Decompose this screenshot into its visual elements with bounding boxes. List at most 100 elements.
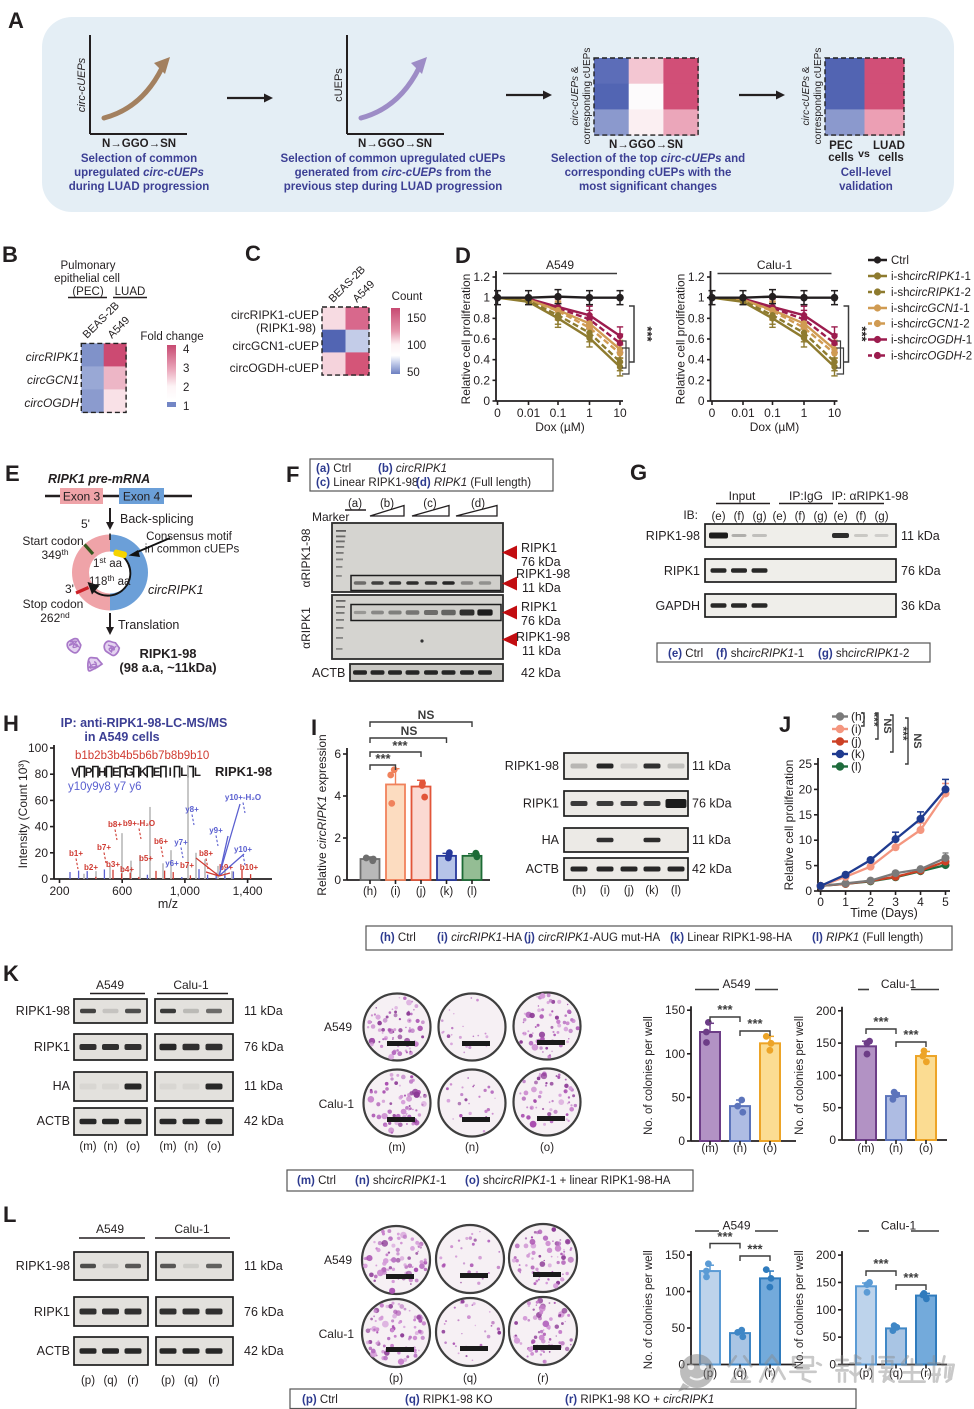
svg-text:b4+: b4+ bbox=[120, 865, 134, 874]
svg-text:b9+: b9+ bbox=[219, 863, 233, 872]
svg-text:D: D bbox=[455, 243, 471, 268]
svg-text:Relative cell proliferation: Relative cell proliferation bbox=[782, 760, 796, 891]
svg-text:40: 40 bbox=[35, 820, 49, 834]
svg-text:76 kDa: 76 kDa bbox=[692, 797, 732, 811]
svg-text:Relative cell proliferation: Relative cell proliferation bbox=[459, 274, 473, 405]
svg-text:2: 2 bbox=[334, 831, 341, 845]
svg-text:***: *** bbox=[717, 1229, 733, 1244]
svg-text:1.2: 1.2 bbox=[473, 270, 490, 284]
svg-text:(c) Linear RIPK1-98: (c) Linear RIPK1-98 bbox=[316, 477, 418, 489]
svg-text:circ-cUEPs &: circ-cUEPs & bbox=[801, 66, 812, 125]
svg-text:b8+: b8+ bbox=[199, 849, 213, 858]
svg-text:***: *** bbox=[855, 326, 870, 342]
svg-text:0.6: 0.6 bbox=[688, 332, 705, 346]
svg-text:(b) circRIPK1: (b) circRIPK1 bbox=[378, 463, 447, 475]
svg-text:y7+: y7+ bbox=[174, 838, 188, 847]
svg-text:i-shcircOGDH-1: i-shcircOGDH-1 bbox=[891, 335, 972, 347]
svg-text:(e): (e) bbox=[772, 511, 786, 523]
svg-text:150: 150 bbox=[816, 1275, 836, 1289]
svg-text:RIPK1-98: RIPK1-98 bbox=[516, 630, 570, 644]
svg-text:***: *** bbox=[747, 1016, 763, 1031]
svg-text:76 kDa: 76 kDa bbox=[521, 614, 561, 628]
svg-text:b3+: b3+ bbox=[106, 860, 120, 869]
svg-text:y8+: y8+ bbox=[185, 805, 199, 814]
svg-text:(c): (c) bbox=[423, 498, 437, 510]
svg-text:b7+: b7+ bbox=[97, 843, 111, 852]
svg-text:150: 150 bbox=[665, 1248, 685, 1262]
svg-text:0.6: 0.6 bbox=[473, 332, 490, 346]
svg-text:10: 10 bbox=[828, 406, 842, 420]
svg-text:RIPK1-98: RIPK1-98 bbox=[16, 1259, 70, 1273]
svg-text:20: 20 bbox=[35, 846, 49, 860]
svg-text:G: G bbox=[630, 460, 647, 485]
svg-text:Back-splicing: Back-splicing bbox=[120, 512, 194, 526]
svg-text:4: 4 bbox=[183, 344, 190, 356]
svg-text:Selection of common: Selection of common bbox=[81, 153, 197, 165]
svg-text:(p): (p) bbox=[389, 1373, 403, 1385]
svg-text:0.1: 0.1 bbox=[550, 406, 567, 420]
svg-text:generated from circ-cUEPs from: generated from circ-cUEPs from the bbox=[295, 167, 492, 179]
svg-text:(q): (q) bbox=[184, 1375, 198, 1387]
svg-text:76 kDa: 76 kDa bbox=[244, 1040, 284, 1054]
svg-text:1: 1 bbox=[698, 291, 705, 305]
svg-text:***: *** bbox=[747, 1242, 763, 1257]
svg-text:0: 0 bbox=[678, 1134, 685, 1148]
svg-text:(p): (p) bbox=[161, 1375, 175, 1387]
svg-text:(b): (b) bbox=[380, 498, 394, 510]
svg-text:Calu-1: Calu-1 bbox=[173, 978, 209, 992]
svg-text:A: A bbox=[8, 8, 24, 33]
svg-text:IP: anti-RIPK1-98-LC-MS/MS: IP: anti-RIPK1-98-LC-MS/MS bbox=[61, 716, 228, 730]
svg-text:N→GGO→SN: N→GGO→SN bbox=[102, 138, 176, 150]
svg-text:i-shcircOGDH-2: i-shcircOGDH-2 bbox=[891, 351, 972, 363]
svg-text:***: *** bbox=[873, 1256, 889, 1271]
svg-text:11 kDa: 11 kDa bbox=[901, 529, 940, 543]
svg-text:80: 80 bbox=[35, 767, 49, 781]
svg-text:15: 15 bbox=[799, 808, 813, 822]
svg-text:0.01: 0.01 bbox=[517, 406, 541, 420]
svg-text:0: 0 bbox=[483, 394, 490, 408]
svg-text:0: 0 bbox=[817, 895, 824, 909]
svg-text:(m): (m) bbox=[857, 1143, 874, 1155]
svg-text:circ-cUEPs: circ-cUEPs bbox=[76, 57, 88, 112]
svg-text:RIPK1 pre-mRNA: RIPK1 pre-mRNA bbox=[48, 472, 150, 486]
svg-text:42 kDa: 42 kDa bbox=[244, 1114, 284, 1128]
svg-text:11 kDa: 11 kDa bbox=[522, 644, 561, 658]
svg-text:Count: Count bbox=[392, 291, 423, 303]
svg-text:11 kDa: 11 kDa bbox=[244, 1259, 283, 1273]
svg-text:during LUAD progression: during LUAD progression bbox=[69, 181, 210, 193]
svg-text:Calu-1: Calu-1 bbox=[881, 1219, 917, 1233]
svg-text:0: 0 bbox=[829, 1133, 836, 1147]
svg-text:0.1: 0.1 bbox=[764, 406, 781, 420]
svg-text:RIPK1: RIPK1 bbox=[34, 1305, 70, 1319]
svg-text:Selection of common upregulate: Selection of common upregulated cUEPs bbox=[281, 153, 506, 165]
svg-text:E: E bbox=[112, 767, 120, 779]
svg-text:(q): (q) bbox=[103, 1375, 117, 1387]
svg-text:C: C bbox=[245, 241, 261, 266]
svg-text:A549: A549 bbox=[324, 1253, 352, 1267]
svg-text:11 kDa: 11 kDa bbox=[244, 1004, 283, 1018]
svg-text:4: 4 bbox=[917, 895, 924, 909]
svg-text:4: 4 bbox=[334, 789, 341, 803]
svg-text:Exon 4: Exon 4 bbox=[123, 490, 161, 504]
svg-text:Dox (µM): Dox (µM) bbox=[750, 420, 800, 434]
svg-text:11 kDa: 11 kDa bbox=[522, 581, 561, 595]
svg-text:LUAD: LUAD bbox=[115, 286, 146, 298]
svg-text:0.2: 0.2 bbox=[473, 373, 490, 387]
svg-text:(e): (e) bbox=[711, 511, 725, 523]
svg-text:i-shcircRIPK1-1: i-shcircRIPK1-1 bbox=[891, 271, 971, 283]
svg-text:in A549 cells: in A549 cells bbox=[84, 730, 159, 744]
svg-text:(h): (h) bbox=[572, 885, 586, 897]
svg-text:b8+: b8+ bbox=[108, 820, 122, 829]
svg-text:5: 5 bbox=[942, 895, 949, 909]
svg-text:corresponding cUEPs with the: corresponding cUEPs with the bbox=[565, 167, 732, 179]
svg-text:b1+: b1+ bbox=[69, 849, 83, 858]
svg-text:(PEC): (PEC) bbox=[72, 286, 103, 298]
svg-text:(r) RIPK1-98 KO + circRIPK1: (r) RIPK1-98 KO + circRIPK1 bbox=[565, 1394, 714, 1406]
svg-text:RIPK1: RIPK1 bbox=[664, 564, 700, 578]
svg-text:1: 1 bbox=[842, 895, 849, 909]
svg-text:P: P bbox=[85, 767, 93, 779]
svg-text:(h) Ctrl: (h) Ctrl bbox=[380, 932, 416, 944]
svg-text:b9+-H₂O: b9+-H₂O bbox=[123, 819, 155, 828]
svg-text:0.01: 0.01 bbox=[731, 406, 755, 420]
svg-text:(p): (p) bbox=[859, 1368, 873, 1380]
